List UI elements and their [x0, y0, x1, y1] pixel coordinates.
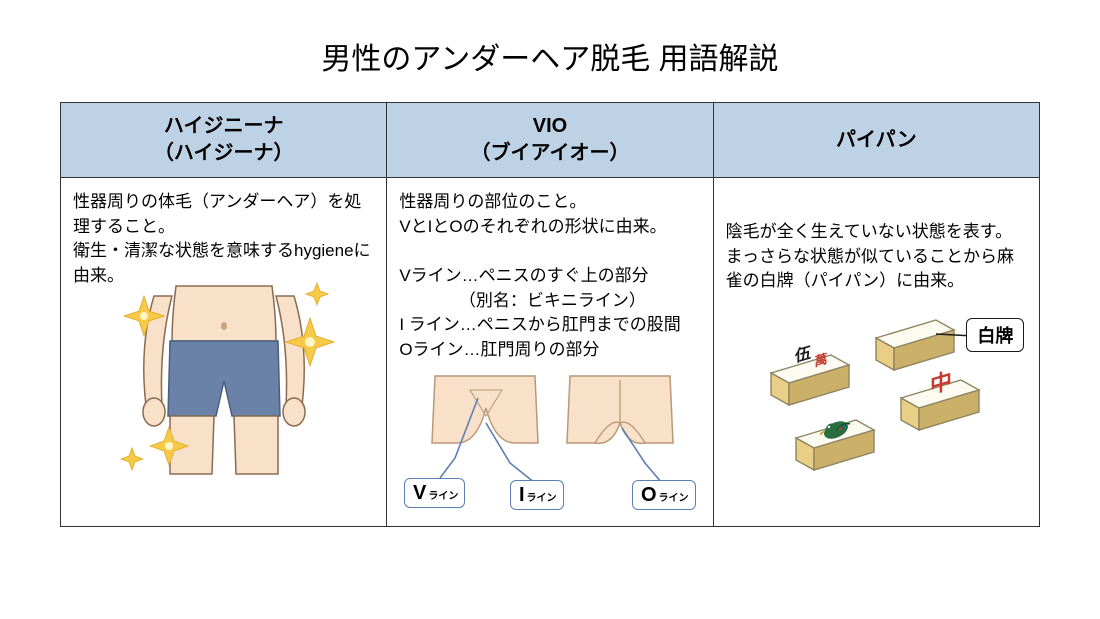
vio-label-v: Vライン	[404, 478, 465, 508]
col2-cell: 性器周りの部位のこと。 VとIとOのそれぞれの形状に由来。 Vライン…ペニスのす…	[387, 178, 713, 527]
col2-header-line1: VIO	[533, 115, 567, 137]
col3-header: パイパン	[713, 103, 1039, 178]
col3-cell: 陰毛が全く生えていない状態を表す。まっさらな状態が似ていることから麻雀の白牌（パ…	[713, 178, 1039, 527]
vio-v-big: V	[413, 482, 426, 504]
vio-i-big: I	[519, 484, 525, 506]
col3-desc: 陰毛が全く生えていない状態を表す。まっさらな状態が似ていることから麻雀の白牌（パ…	[726, 220, 1027, 294]
vio-i-small: ライン	[527, 493, 557, 504]
vio-label-o: Oライン	[632, 480, 696, 510]
page-title: 男性のアンダーヘア脱毛 用語解説	[60, 34, 1040, 78]
col2-desc: 性器周りの部位のこと。 VとIとOのそれぞれの形状に由来。 Vライン…ペニスのす…	[399, 190, 700, 362]
col1-desc: 性器周りの体毛（アンダーヘア）を処理すること。 衛生・清潔な状態を意味するhyg…	[73, 190, 374, 289]
terms-table: ハイジニーナ （ハイジーナ） VIO （ブイアイオー） パイパン 性器周りの体毛…	[60, 102, 1040, 527]
torso-svg	[104, 276, 344, 476]
vio-label-i: Iライン	[510, 480, 564, 510]
col3-header-line1: パイパン	[836, 129, 917, 151]
torso-illustration	[104, 276, 344, 476]
mahjong-illustration: 伍 萬 中	[726, 300, 1026, 490]
vio-v-small: ライン	[428, 491, 458, 502]
vio-o-small: ライン	[659, 493, 689, 504]
mahjong-callout: 白牌	[966, 318, 1024, 352]
col1-header-line2: （ハイジーナ）	[154, 142, 294, 164]
vio-illustration: Vライン Iライン Oライン	[400, 368, 700, 518]
col1-header: ハイジニーナ （ハイジーナ）	[61, 103, 387, 178]
col1-header-line1: ハイジニーナ	[164, 115, 284, 137]
col2-header: VIO （ブイアイオー）	[387, 103, 713, 178]
vio-o-big: O	[641, 484, 657, 506]
col1-cell: 性器周りの体毛（アンダーヘア）を処理すること。 衛生・清潔な状態を意味するhyg…	[61, 178, 387, 527]
col2-header-line2: （ブイアイオー）	[470, 142, 629, 164]
